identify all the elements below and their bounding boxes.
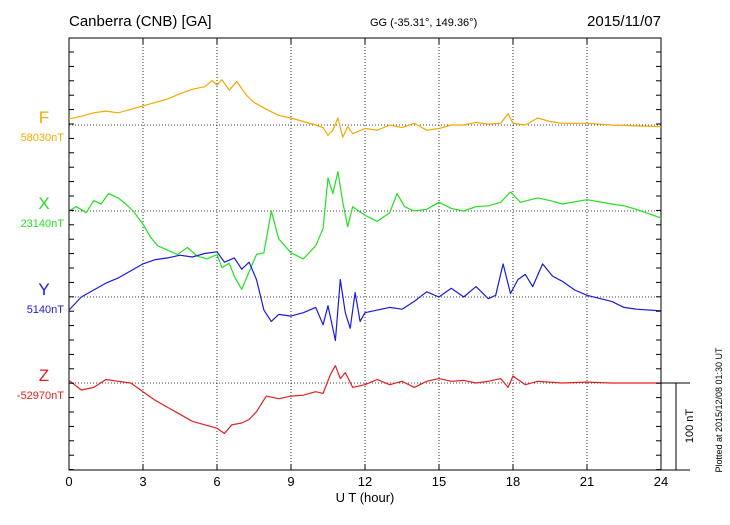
series-line-f bbox=[68, 79, 662, 138]
x-tick-label: 12 bbox=[358, 474, 372, 489]
x-tick-label: 3 bbox=[139, 474, 146, 489]
scale-bar: 100 nT bbox=[661, 382, 696, 471]
series-baseline-f: 58030nT bbox=[21, 132, 65, 144]
x-axis-label: U T (hour) bbox=[336, 490, 395, 505]
series-name-z: Z bbox=[39, 366, 49, 385]
series-labels: F 58030nT X 23140nT Y 5140nT Z -52970nT bbox=[17, 108, 64, 402]
series-baseline-x: 23140nT bbox=[21, 218, 65, 230]
scale-bar-label: 100 nT bbox=[684, 409, 696, 444]
series-name-f: F bbox=[39, 108, 49, 127]
series-line-y bbox=[68, 251, 662, 342]
series-line-z bbox=[68, 365, 661, 435]
x-tick-label: 9 bbox=[287, 474, 294, 489]
series-baseline-z: -52970nT bbox=[17, 390, 64, 402]
x-ticks: 0 3 6 9 12 15 18 21 24 bbox=[65, 38, 668, 489]
station-title: Canberra (CNB) [GA] bbox=[69, 13, 212, 30]
x-tick-label: 24 bbox=[654, 474, 668, 489]
series-baseline-y: 5140nT bbox=[27, 304, 65, 316]
date-label: 2015/11/07 bbox=[587, 13, 661, 30]
x-tick-label: 21 bbox=[580, 474, 594, 489]
x-tick-label: 0 bbox=[65, 474, 72, 489]
plotted-note: Plotted at 2015/12/08 01:30 UT bbox=[714, 347, 724, 473]
series-line-x bbox=[68, 171, 662, 290]
x-tick-label: 15 bbox=[432, 474, 446, 489]
grid bbox=[142, 38, 588, 470]
coordinates: GG (-35.31°, 149.36°) bbox=[370, 17, 477, 29]
x-tick-label: 18 bbox=[506, 474, 520, 489]
x-tick-label: 6 bbox=[213, 474, 220, 489]
series-name-y: Y bbox=[38, 280, 49, 299]
series-name-x: X bbox=[38, 194, 49, 213]
series-lines bbox=[68, 79, 662, 435]
